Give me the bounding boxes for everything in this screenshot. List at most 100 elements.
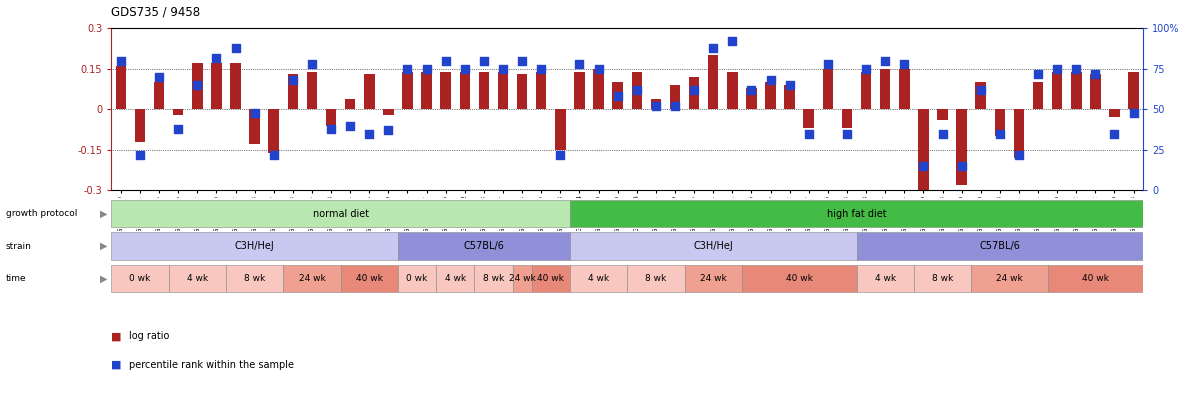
- Point: [742, 87, 761, 93]
- Text: high fat diet: high fat diet: [827, 209, 886, 219]
- Bar: [1033, 82, 1044, 109]
- Point: [894, 61, 913, 67]
- Bar: [1014, 109, 1025, 158]
- Point: [188, 82, 207, 88]
- Text: 40 wk: 40 wk: [785, 274, 813, 283]
- Bar: [135, 109, 145, 142]
- Point: [436, 58, 455, 64]
- Bar: [632, 72, 642, 109]
- Bar: [284, 265, 341, 292]
- Bar: [899, 69, 910, 109]
- Bar: [402, 72, 413, 109]
- Point: [704, 45, 723, 51]
- Bar: [268, 109, 279, 153]
- Point: [932, 130, 952, 137]
- Bar: [670, 85, 680, 109]
- Text: strain: strain: [6, 241, 32, 251]
- Text: log ratio: log ratio: [129, 331, 170, 341]
- Point: [608, 93, 627, 100]
- Point: [284, 77, 303, 83]
- Bar: [937, 109, 948, 120]
- Text: 40 wk: 40 wk: [356, 274, 383, 283]
- Point: [265, 151, 284, 158]
- Bar: [397, 232, 570, 260]
- Text: 24 wk: 24 wk: [509, 274, 535, 283]
- Bar: [116, 66, 126, 109]
- Point: [723, 38, 742, 45]
- Bar: [1110, 109, 1119, 117]
- Bar: [397, 265, 436, 292]
- Bar: [249, 109, 260, 145]
- Point: [589, 66, 608, 72]
- Bar: [575, 72, 584, 109]
- Bar: [765, 82, 776, 109]
- Point: [378, 127, 397, 134]
- Bar: [226, 265, 284, 292]
- Point: [1067, 66, 1086, 72]
- Text: 4 wk: 4 wk: [445, 274, 466, 283]
- Bar: [364, 74, 375, 109]
- Bar: [784, 85, 795, 109]
- Bar: [857, 232, 1143, 260]
- Point: [857, 66, 876, 72]
- Bar: [803, 109, 814, 128]
- Text: C57BL/6: C57BL/6: [463, 241, 504, 251]
- Bar: [111, 200, 570, 227]
- Point: [245, 109, 265, 116]
- Bar: [498, 72, 509, 109]
- Text: 4 wk: 4 wk: [875, 274, 895, 283]
- Point: [207, 54, 226, 61]
- Bar: [727, 72, 737, 109]
- Bar: [627, 265, 685, 292]
- Text: 24 wk: 24 wk: [700, 274, 727, 283]
- Text: 4 wk: 4 wk: [588, 274, 609, 283]
- Point: [150, 74, 169, 80]
- Text: ■: ■: [111, 360, 126, 369]
- Bar: [111, 265, 169, 292]
- Text: 0 wk: 0 wk: [129, 274, 151, 283]
- Bar: [154, 82, 164, 109]
- Bar: [436, 265, 474, 292]
- Point: [531, 66, 551, 72]
- Bar: [746, 88, 757, 109]
- Point: [359, 130, 378, 137]
- Point: [474, 58, 493, 64]
- Bar: [913, 265, 971, 292]
- Text: 4 wk: 4 wk: [187, 274, 208, 283]
- Bar: [570, 265, 627, 292]
- Point: [1028, 70, 1047, 77]
- Bar: [570, 232, 857, 260]
- Bar: [536, 72, 547, 109]
- Bar: [440, 72, 451, 109]
- Bar: [111, 232, 397, 260]
- Bar: [688, 77, 699, 109]
- Point: [397, 66, 417, 72]
- Point: [646, 103, 666, 109]
- Text: 24 wk: 24 wk: [996, 274, 1022, 283]
- Bar: [512, 265, 531, 292]
- Bar: [169, 265, 226, 292]
- Point: [111, 58, 130, 64]
- Bar: [531, 265, 570, 292]
- Text: C3H/HeJ: C3H/HeJ: [235, 241, 274, 251]
- Bar: [1052, 72, 1063, 109]
- Bar: [861, 72, 871, 109]
- Point: [666, 103, 685, 109]
- Point: [1047, 66, 1067, 72]
- Bar: [995, 109, 1005, 136]
- Point: [838, 130, 857, 137]
- Point: [1105, 130, 1124, 137]
- Text: 8 wk: 8 wk: [645, 274, 667, 283]
- Point: [493, 66, 512, 72]
- Text: 0 wk: 0 wk: [407, 274, 427, 283]
- Text: C3H/HeJ: C3H/HeJ: [693, 241, 733, 251]
- Text: ▶: ▶: [101, 209, 108, 219]
- Point: [780, 82, 800, 88]
- Point: [990, 130, 1009, 137]
- Bar: [651, 98, 661, 109]
- Text: C57BL/6: C57BL/6: [979, 241, 1020, 251]
- Point: [570, 61, 589, 67]
- Bar: [822, 69, 833, 109]
- Bar: [1090, 74, 1100, 109]
- Point: [800, 130, 819, 137]
